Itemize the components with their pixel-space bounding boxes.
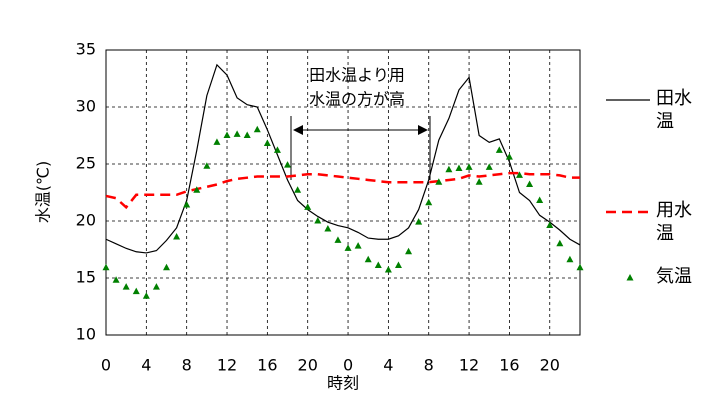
data-point [142,292,150,299]
y-tick-label: 35 [76,40,96,59]
y-tick-label: 30 [76,97,96,116]
data-point [415,218,423,225]
data-point [405,247,413,255]
data-point [112,276,120,283]
data-point [183,201,191,208]
data-point [263,139,271,146]
y-axis-label: 水温(℃) [34,161,53,223]
data-point [465,163,473,170]
data-point [243,131,251,138]
data-point [556,239,564,247]
x-axis-label: 時刻 [327,374,359,393]
data-point [294,186,302,193]
y-tick-label: 25 [76,154,96,173]
y-tick-label: 15 [76,268,96,287]
data-point [546,221,554,229]
arrow-head [293,125,303,135]
data-point [485,163,493,170]
data-point [163,263,171,271]
x-tick-label: 4 [383,356,393,375]
data-point [102,263,110,271]
data-point [526,180,534,188]
data-point [455,164,463,172]
x-tick-label: 12 [217,356,237,375]
data-point [475,178,483,185]
data-point [213,138,221,145]
data-point [505,153,513,160]
data-point [152,283,160,290]
data-point [354,242,362,249]
data-point [576,263,584,271]
x-tick-label: 12 [459,356,479,375]
data-point [132,287,140,295]
data-point [445,165,453,173]
data-point [364,255,372,263]
data-point [193,186,201,193]
data-point [394,261,402,268]
data-line [105,171,580,210]
x-tick-label: 0 [343,356,353,375]
data-point [314,217,322,224]
data-point [304,203,312,210]
legend-marker [626,274,634,281]
legend-label: 田水温 [656,88,692,132]
data-point [284,161,292,168]
data-point [536,196,544,203]
data-point [435,178,443,185]
x-tick-label: 16 [257,356,277,375]
annotation: 田水温より用 [309,66,405,85]
legend-label: 気温 [656,266,692,287]
y-tick-label: 20 [76,211,96,230]
data-point [324,224,332,232]
x-tick-label: 0 [101,356,111,375]
data-point [334,236,342,243]
data-point [374,261,382,268]
annotation: 水温の方が高 [309,90,405,109]
x-tick-label: 16 [499,356,519,375]
x-tick-label: 4 [141,356,151,375]
x-tick-label: 8 [424,356,434,375]
x-tick-label: 20 [540,356,560,375]
x-tick-label: 20 [298,356,318,375]
data-point [566,255,574,263]
data-point [425,198,433,206]
y-tick-label: 10 [76,325,96,344]
data-point [515,171,523,178]
data-point [122,283,130,290]
data-point [203,162,211,169]
data-point [344,244,352,251]
arrow-head [418,125,428,135]
data-point [223,131,231,138]
data-point [253,125,261,133]
data-point [233,130,241,137]
data-point [384,266,392,273]
x-tick-label: 8 [182,356,192,375]
legend-label: 用水温 [656,200,692,244]
data-point [273,146,281,153]
data-point [173,232,181,240]
data-point [495,146,503,153]
